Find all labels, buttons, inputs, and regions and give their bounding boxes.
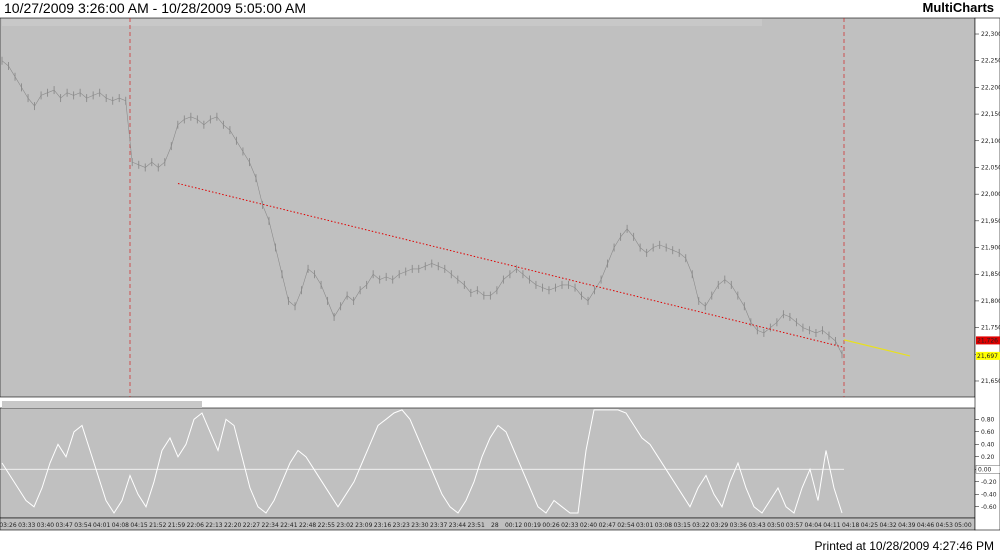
x-tick-label: 05:00: [954, 522, 971, 529]
x-tick-label: 23:37: [430, 522, 447, 529]
x-tick-label: 22:13: [205, 522, 222, 529]
x-tick-label: 28: [491, 522, 499, 529]
x-tick-label: 02:47: [599, 522, 616, 529]
osc-tick-label: -0.60: [981, 504, 997, 511]
x-tick-label: 22:20: [224, 522, 241, 529]
x-tick-label: 03:50: [767, 522, 784, 529]
y-tick-label: 21,950: [981, 218, 1000, 225]
x-tick-label: 03:08: [655, 522, 672, 529]
price-label-box: [976, 351, 1000, 360]
y-tick-label: 22,300: [981, 31, 1000, 38]
x-tick-label: 03:29: [711, 522, 728, 529]
x-tick-label: 21:52: [149, 522, 166, 529]
x-tick-label: 04:04: [805, 522, 822, 529]
osc-tick-label: 0.20: [981, 454, 995, 461]
printed-timestamp: Printed at 10/28/2009 4:27:46 PM: [814, 539, 994, 553]
x-tick-label: 04:11: [823, 522, 840, 529]
x-tick-label: 04:32: [879, 522, 896, 529]
x-tick-label: 23:16: [374, 522, 391, 529]
x-tick-label: 22:34: [262, 522, 279, 529]
x-tick-label: 04:15: [130, 522, 147, 529]
x-tick-label: 23:23: [393, 522, 410, 529]
osc-value-label: 0.00: [978, 466, 992, 473]
window-title: 10/27/2009 3:26:00 AM - 10/28/2009 5:05:…: [4, 0, 307, 16]
x-tick-label: 03:01: [636, 522, 653, 529]
brand-logo: MultiCharts: [922, 0, 995, 15]
x-tick-label: 22:41: [280, 522, 297, 529]
price-label-box: [976, 336, 1000, 345]
y-tick-label: 21,800: [981, 298, 1000, 305]
osc-tick-label: 0.40: [981, 441, 995, 448]
x-tick-label: 22:55: [318, 522, 335, 529]
osc-tick-label: -0.40: [981, 491, 997, 498]
y-tick-label: 22,250: [981, 58, 1000, 65]
x-tick-label: 04:01: [93, 522, 110, 529]
x-tick-label: 21:59: [168, 522, 185, 529]
price-panel-header: [2, 19, 762, 26]
osc-value-box: [975, 465, 1000, 474]
x-tick-label: 04:18: [842, 522, 859, 529]
x-tick-label: 02:40: [580, 522, 597, 529]
y-tick-label: 21,750: [981, 325, 1000, 332]
price-label: 21,726: [977, 337, 998, 344]
x-tick-label: 03:26: [0, 522, 17, 529]
osc-tick-label: 0.60: [981, 429, 995, 436]
x-tick-label: 03:47: [56, 522, 73, 529]
x-tick-label: 03:43: [748, 522, 765, 529]
osc-tick-label: 0.80: [981, 416, 995, 423]
price-label: 21,697: [977, 353, 998, 360]
x-tick-label: 22:27: [243, 522, 260, 529]
y-tick-label: 22,150: [981, 111, 1000, 118]
y-tick-label: 22,200: [981, 84, 1000, 91]
x-tick-label: 02:54: [617, 522, 634, 529]
osc-tick-label: -0.20: [981, 479, 997, 486]
x-tick-label: 23:44: [449, 522, 466, 529]
y-tick-label: 21,900: [981, 245, 1000, 252]
price-series-line: [1, 60, 843, 355]
x-tick-label: 23:09: [355, 522, 372, 529]
y-tick-label: 21,850: [981, 271, 1000, 278]
price-scale: [974, 17, 1000, 531]
x-tick-label: 00:19: [524, 522, 541, 529]
x-tick-label: 04:46: [917, 522, 934, 529]
oscillator-panel: [0, 407, 976, 519]
x-tick-label: 23:30: [411, 522, 428, 529]
x-tick-label: 23:02: [336, 522, 353, 529]
y-tick-label: 22,000: [981, 191, 1000, 198]
price-panel: [0, 17, 976, 398]
trendline: [177, 182, 845, 348]
x-tick-label: 23:51: [467, 522, 484, 529]
x-tick-label: 03:40: [37, 522, 54, 529]
x-tick-label: 03:22: [692, 522, 709, 529]
projection-line: [843, 339, 911, 357]
x-tick-label: 00:12: [505, 522, 522, 529]
x-tick-label: 03:15: [673, 522, 690, 529]
x-tick-label: 02:33: [561, 522, 578, 529]
oscillator-panel-header: [2, 401, 202, 408]
oscillator-line: [1, 409, 843, 514]
x-tick-label: 04:39: [898, 522, 915, 529]
x-tick-label: 04:53: [936, 522, 953, 529]
y-tick-label: 22,100: [981, 138, 1000, 145]
x-tick-label: 03:54: [74, 522, 91, 529]
x-tick-label: 22:06: [187, 522, 204, 529]
y-tick-label: 22,050: [981, 164, 1000, 171]
x-tick-label: 03:57: [786, 522, 803, 529]
x-tick-label: 03:33: [18, 522, 35, 529]
x-tick-label: 00:26: [542, 522, 559, 529]
x-tick-label: 04:25: [861, 522, 878, 529]
y-tick-label: 21,650: [981, 378, 1000, 385]
x-tick-label: 03:36: [730, 522, 747, 529]
x-tick-label: 04:08: [112, 522, 129, 529]
x-tick-label: 22:48: [299, 522, 316, 529]
